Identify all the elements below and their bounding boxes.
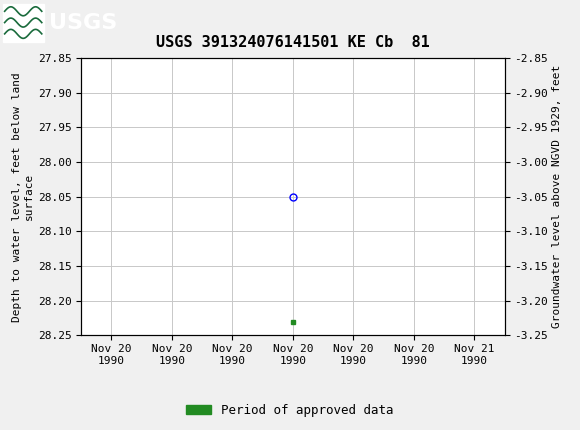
Title: USGS 391324076141501 KE Cb  81: USGS 391324076141501 KE Cb 81 xyxy=(156,35,430,50)
Y-axis label: Groundwater level above NGVD 1929, feet: Groundwater level above NGVD 1929, feet xyxy=(552,65,562,329)
Y-axis label: Depth to water level, feet below land
surface: Depth to water level, feet below land su… xyxy=(12,72,34,322)
Legend: Period of approved data: Period of approved data xyxy=(181,399,399,421)
Bar xyxy=(3,3,43,42)
Text: USGS: USGS xyxy=(49,12,118,33)
